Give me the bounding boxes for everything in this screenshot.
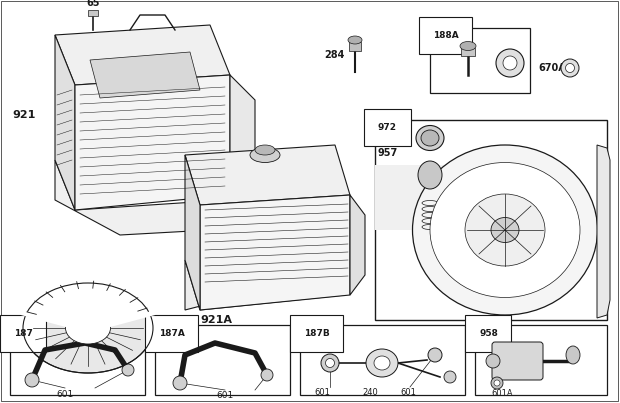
Bar <box>461 48 475 56</box>
Ellipse shape <box>326 359 335 368</box>
Polygon shape <box>597 145 610 318</box>
Ellipse shape <box>565 64 575 73</box>
Ellipse shape <box>250 147 280 162</box>
Ellipse shape <box>496 49 524 77</box>
Bar <box>155 325 290 395</box>
Text: 187A: 187A <box>159 329 185 338</box>
Wedge shape <box>20 263 156 333</box>
Polygon shape <box>350 195 365 295</box>
Text: 930: 930 <box>12 325 35 335</box>
Ellipse shape <box>486 354 500 368</box>
Ellipse shape <box>23 283 153 373</box>
Polygon shape <box>185 145 350 205</box>
Polygon shape <box>375 165 450 230</box>
Polygon shape <box>55 25 230 85</box>
Bar <box>375 120 607 320</box>
Polygon shape <box>185 260 360 310</box>
Ellipse shape <box>173 376 187 390</box>
Ellipse shape <box>366 349 398 377</box>
Ellipse shape <box>494 380 500 386</box>
Polygon shape <box>90 52 200 98</box>
Polygon shape <box>75 75 230 210</box>
Ellipse shape <box>491 218 519 243</box>
Ellipse shape <box>321 354 339 372</box>
Ellipse shape <box>503 56 517 70</box>
Ellipse shape <box>460 42 476 50</box>
Ellipse shape <box>261 369 273 381</box>
Ellipse shape <box>421 130 439 146</box>
Text: 958: 958 <box>479 329 498 338</box>
Text: 601: 601 <box>314 388 330 397</box>
Ellipse shape <box>66 312 110 344</box>
Bar <box>88 10 98 16</box>
Ellipse shape <box>122 364 134 376</box>
Ellipse shape <box>566 346 580 364</box>
Bar <box>10 325 145 395</box>
Text: 972: 972 <box>378 123 397 132</box>
Text: 957: 957 <box>378 148 398 158</box>
Text: 601A: 601A <box>491 389 513 398</box>
Text: eReplacementParts.com: eReplacementParts.com <box>212 225 348 235</box>
Text: 670A: 670A <box>538 63 565 73</box>
Text: 187: 187 <box>14 329 33 338</box>
Text: 601: 601 <box>56 390 74 399</box>
Polygon shape <box>200 195 350 310</box>
Ellipse shape <box>561 59 579 77</box>
Text: 65: 65 <box>86 0 100 8</box>
Bar <box>300 325 465 395</box>
Text: 187B: 187B <box>304 329 330 338</box>
Text: 921: 921 <box>12 110 35 120</box>
FancyBboxPatch shape <box>492 342 543 380</box>
Polygon shape <box>55 155 250 235</box>
Bar <box>475 325 607 395</box>
Ellipse shape <box>428 348 442 362</box>
Bar <box>460 160 530 210</box>
Ellipse shape <box>374 356 390 370</box>
Ellipse shape <box>255 145 275 155</box>
Ellipse shape <box>465 194 545 266</box>
Ellipse shape <box>348 36 362 44</box>
Text: 188A: 188A <box>433 31 459 40</box>
Polygon shape <box>230 75 255 195</box>
Ellipse shape <box>430 162 580 297</box>
Bar <box>349 42 361 51</box>
Polygon shape <box>185 155 200 310</box>
Ellipse shape <box>444 371 456 383</box>
Ellipse shape <box>418 161 442 189</box>
Ellipse shape <box>491 377 503 389</box>
Text: 601: 601 <box>400 388 416 397</box>
Ellipse shape <box>412 145 598 315</box>
Text: 921A: 921A <box>200 315 232 325</box>
Polygon shape <box>55 35 75 210</box>
Ellipse shape <box>25 373 39 387</box>
Text: 240: 240 <box>362 388 378 397</box>
Text: 601: 601 <box>216 391 234 400</box>
Ellipse shape <box>416 125 444 150</box>
Text: 284: 284 <box>325 50 345 60</box>
Bar <box>430 28 530 93</box>
